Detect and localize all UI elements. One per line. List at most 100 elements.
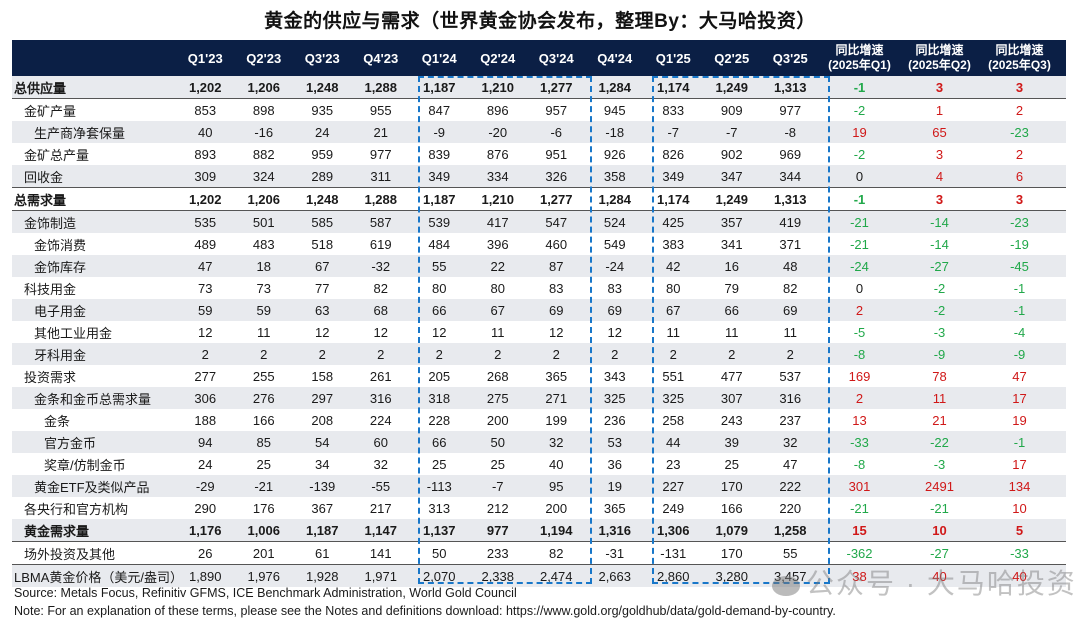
cell-value: 83: [549, 280, 564, 296]
cell-value: 955: [369, 102, 392, 118]
cell-value: 1,249: [715, 191, 749, 207]
cell-value: 25: [432, 456, 447, 472]
cell-yoy: -2: [853, 102, 866, 118]
header-yoy-line2: (2025年Q2): [908, 58, 971, 72]
cell-value: -6: [550, 124, 563, 140]
watermark: 公众号 · 大马哈投资: [772, 562, 1077, 602]
cell-value: 205: [428, 368, 451, 384]
cell-value: 222: [779, 478, 802, 494]
header-yoy-line2: (2025年Q3): [988, 58, 1051, 72]
cell-yoy: 38: [852, 568, 867, 584]
row-label: 金条: [44, 413, 71, 429]
cell-yoy: -5: [853, 324, 866, 340]
cell-yoy: 19: [852, 124, 867, 140]
cell-value: 32: [549, 434, 564, 450]
cell-value: 59: [256, 302, 271, 318]
cell-yoy: -362: [846, 545, 873, 561]
cell-value: 16: [724, 258, 739, 274]
cell-value: 1,316: [598, 522, 632, 538]
source-text: Source: Metals Focus, Refinitiv GFMS, IC…: [14, 586, 517, 600]
cell-yoy: 3: [935, 146, 944, 162]
cell-yoy: -1: [853, 79, 866, 95]
cell-value: 1,194: [539, 522, 573, 538]
cell-value: 358: [603, 168, 626, 184]
cell-value: 959: [311, 146, 334, 162]
cell-value: 236: [603, 412, 626, 428]
cell-value: 547: [545, 214, 568, 230]
cell-value: 2,663: [598, 568, 632, 584]
cell-value: 12: [315, 324, 330, 340]
cell-yoy: 10: [1012, 500, 1027, 516]
cell-value: 549: [603, 236, 626, 252]
cell-value: 1,187: [422, 79, 456, 95]
cell-value: 212: [486, 500, 509, 516]
cell-value: 1,206: [247, 79, 281, 95]
cell-value: 249: [662, 500, 685, 516]
cell-yoy: 15: [852, 522, 867, 538]
cell-value: 1,202: [188, 79, 222, 95]
cell-value: 289: [311, 168, 334, 184]
cell-value: 276: [252, 390, 275, 406]
cell-yoy: 17: [1012, 456, 1027, 472]
cell-yoy: -4: [1013, 324, 1026, 340]
cell-yoy: 301: [848, 478, 871, 494]
cell-value: -31: [605, 545, 625, 561]
cell-value: 324: [252, 168, 275, 184]
cell-value: 417: [486, 214, 509, 230]
cell-value: 326: [545, 168, 568, 184]
cell-value: 34: [315, 456, 330, 472]
cell-value: 80: [666, 280, 681, 296]
cell-yoy: 4: [935, 168, 944, 184]
supply-demand-table: Q1'23 Q2'23 Q3'23 Q4'23 Q1'24 Q2'24 Q3'2…: [12, 40, 1066, 587]
cell-value: 11: [666, 324, 681, 340]
cell-value: 80: [432, 280, 447, 296]
cell-value: 290: [194, 500, 217, 516]
table-row: 金饰库存 47 18 67 -32 55 22 87 -24 42 16 48 -24 -27 -45: [12, 255, 1066, 277]
cell-value: 1,206: [247, 191, 281, 207]
table-row: 官方金币 94 85 54 60 66 50 32 53 44 39 32 -33 -22 -1: [12, 431, 1066, 453]
cell-value: 977: [369, 146, 392, 162]
cell-value: 313: [428, 500, 451, 516]
cell-value: 24: [315, 124, 330, 140]
cell-value: 233: [486, 545, 509, 561]
cell-value: 2,474: [539, 568, 573, 584]
cell-value: 347: [720, 168, 743, 184]
cell-yoy: -1: [1013, 434, 1026, 450]
cell-value: 1,288: [364, 79, 398, 95]
cell-yoy: 6: [1015, 168, 1024, 184]
header-yoy-line1: 同比增速: [995, 43, 1044, 57]
cell-value: 2,338: [481, 568, 515, 584]
cell-value: 277: [194, 368, 217, 384]
cell-value: 2: [318, 346, 326, 362]
cell-yoy: -8: [853, 346, 866, 362]
cell-value: 619: [369, 236, 392, 252]
cell-value: 396: [486, 236, 509, 252]
cell-value: 26: [198, 545, 213, 561]
row-label: 生产商净套保量: [34, 125, 126, 141]
cell-yoy: -1: [1013, 302, 1026, 318]
cell-value: 66: [724, 302, 739, 318]
cell-value: 32: [373, 456, 388, 472]
cell-yoy: -2: [933, 302, 946, 318]
cell-value: 1,306: [656, 522, 690, 538]
cell-value: 261: [369, 368, 392, 384]
cell-value: 383: [662, 236, 685, 252]
cell-value: 59: [198, 302, 213, 318]
cell-value: 87: [549, 258, 564, 274]
cell-value: 1,079: [715, 522, 749, 538]
table-row: 金条和金币总需求量 306 276 297 316 318 275 271 325 325 307 3…: [12, 387, 1066, 409]
cell-value: 22: [490, 258, 505, 274]
row-label: LBMA黄金价格（美元/盎司）: [14, 569, 176, 585]
cell-yoy: 0: [855, 168, 864, 184]
cell-value: 23: [666, 456, 681, 472]
cell-value: 1,258: [773, 522, 807, 538]
cell-value: 24: [198, 456, 213, 472]
cell-value: 50: [432, 545, 447, 561]
cell-value: 2: [611, 346, 619, 362]
cell-value: 36: [607, 456, 622, 472]
table-row: 回收金 309 324 289 311 349 334 326 358 349 347 344 0 4 6: [12, 165, 1066, 187]
cell-yoy: 3: [935, 79, 944, 95]
cell-yoy: 2: [855, 390, 864, 406]
cell-value: 926: [603, 146, 626, 162]
cell-yoy: -45: [1010, 258, 1029, 274]
